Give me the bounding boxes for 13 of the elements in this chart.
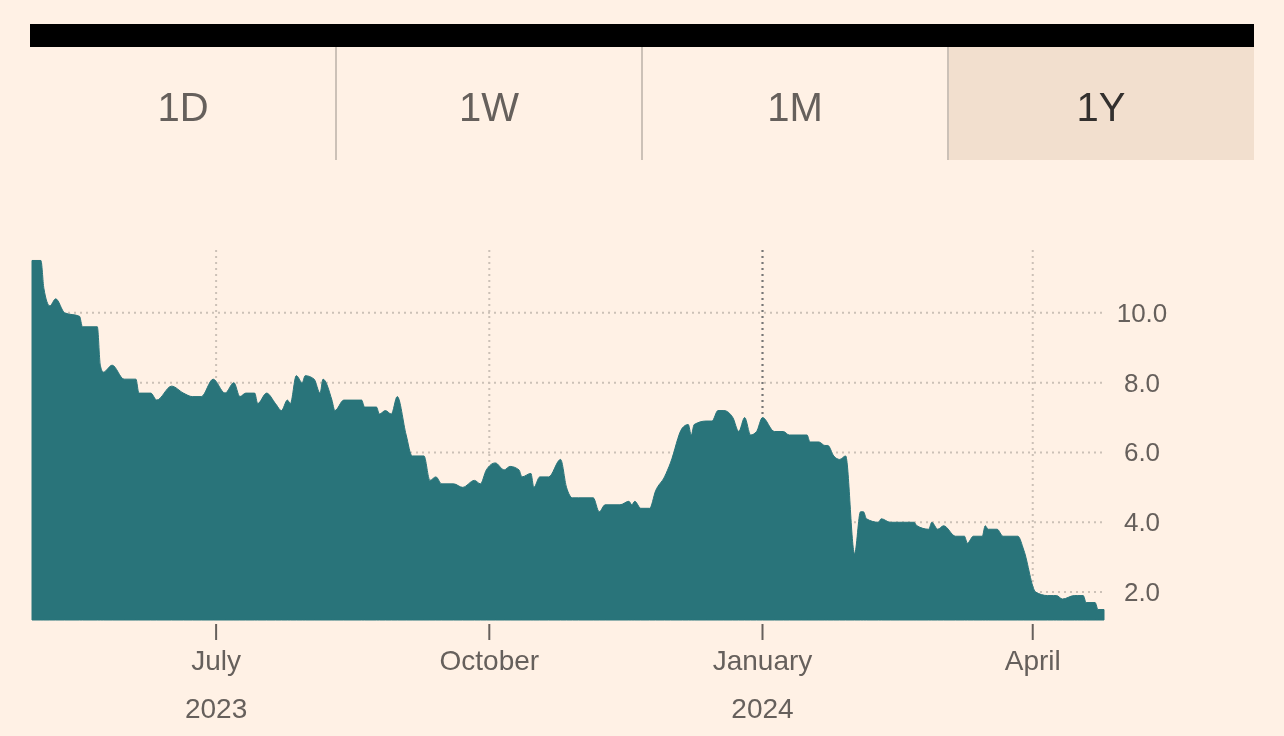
y-tick-label: 6.0 [1123,437,1161,468]
x-tick-label: July 2023 [184,645,248,724]
text: 1W [459,85,520,129]
y-tick-label: 4.0 [1123,507,1161,538]
text: 1M [767,85,823,129]
y-tick-label: 10.0 [1116,297,1168,328]
x-tick-label: April [1004,645,1061,676]
x-tick-label: January 2024 [712,645,813,724]
x-tick-label: October [439,645,540,676]
y-tick-label: 2.0 [1123,577,1161,608]
y-tick-label: 8.0 [1123,367,1161,398]
text: 1D [157,85,209,129]
text: 1Y [1076,85,1126,129]
